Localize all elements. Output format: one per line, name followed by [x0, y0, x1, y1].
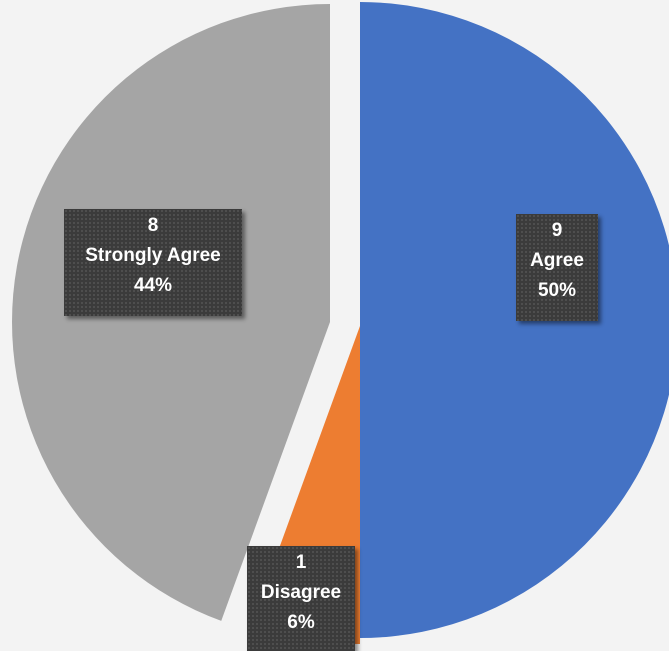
data-label-disagree-value: 1 [295, 552, 307, 573]
data-label-strongly-agree-category: Strongly Agree [85, 245, 221, 266]
data-label-agree-category: Agree [530, 250, 584, 271]
pie-slice-agree [360, 2, 669, 638]
data-label-disagree-percent: 6% [287, 612, 315, 633]
data-label-strongly-agree-percent: 44% [133, 275, 173, 296]
data-label-disagree-category: Disagree [260, 582, 342, 603]
data-label-agree-percent: 50% [537, 280, 577, 301]
data-label-agree-value: 9 [551, 220, 563, 241]
data-label-strongly-agree-value: 8 [147, 215, 159, 236]
data-label-agree: 9 Agree 50% [516, 214, 598, 321]
data-label-disagree: 1 Disagree 6% [247, 546, 355, 651]
data-label-strongly-agree: 8 Strongly Agree 44% [64, 209, 242, 316]
